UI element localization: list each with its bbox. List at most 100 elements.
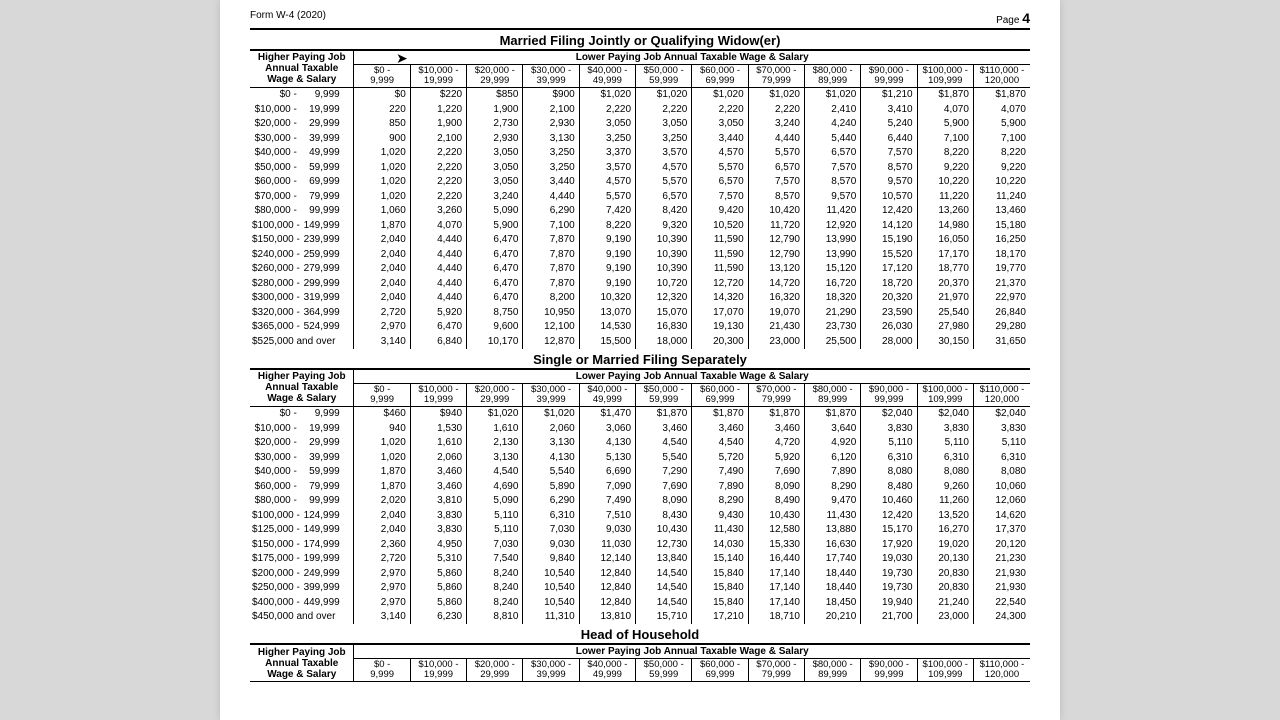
table-row: $40,000 -49,9991,0202,2203,0503,2503,370… (250, 146, 1030, 161)
cell-value: 1,020 (354, 450, 410, 465)
cell-value: 1,020 (354, 146, 410, 161)
cell-value: 10,420 (748, 204, 804, 219)
cell-value: 14,120 (861, 218, 917, 233)
cell-value: 10,540 (523, 566, 579, 581)
cell-value: 4,570 (636, 160, 692, 175)
cell-value: 6,440 (861, 131, 917, 146)
cell-value: 8,490 (748, 494, 804, 509)
cell-value: 13,260 (917, 204, 973, 219)
cell-value: 21,970 (917, 291, 973, 306)
cell-value: 3,130 (467, 450, 523, 465)
cell-value: 7,890 (804, 465, 860, 480)
cell-value: 8,220 (917, 146, 973, 161)
column-range-header: $100,000 -109,999 (917, 65, 973, 88)
column-range-header: $0 -9,999 (354, 65, 410, 88)
cell-value: 2,040 (354, 291, 410, 306)
cell-value: 20,830 (917, 566, 973, 581)
higher-paying-header: Higher Paying JobAnnual TaxableWage & Sa… (250, 369, 354, 406)
row-range-label: $125,000 -149,999 (250, 523, 354, 538)
cell-value: 12,100 (523, 320, 579, 335)
cell-value: 2,040 (354, 262, 410, 277)
cell-value: 5,540 (636, 450, 692, 465)
cell-value: 18,440 (804, 566, 860, 581)
cell-value: 7,100 (523, 218, 579, 233)
cell-value: 4,950 (410, 537, 466, 552)
cell-value: 24,300 (973, 610, 1030, 625)
column-range-header: $50,000 -59,999 (636, 383, 692, 406)
cell-value: $1,020 (467, 406, 523, 421)
cell-value: 3,250 (636, 131, 692, 146)
cell-value: 16,270 (917, 523, 973, 538)
cell-value: 22,970 (973, 291, 1030, 306)
cell-value: 11,590 (692, 233, 748, 248)
row-range-label: $100,000 -149,999 (250, 218, 354, 233)
cell-value: 6,470 (467, 233, 523, 248)
cell-value: 9,570 (861, 175, 917, 190)
row-range-label: $300,000 -319,999 (250, 291, 354, 306)
cell-value: 15,520 (861, 247, 917, 262)
lower-paying-header: Lower Paying Job Annual Taxable Wage & S… (354, 369, 1030, 383)
cell-value: 9,420 (692, 204, 748, 219)
cell-value: 5,570 (579, 189, 635, 204)
cell-value: 21,370 (973, 276, 1030, 291)
cell-value: 3,260 (410, 204, 466, 219)
table-row: $300,000 -319,9992,0404,4406,4708,20010,… (250, 291, 1030, 306)
cell-value: 8,200 (523, 291, 579, 306)
cell-value: 19,030 (861, 552, 917, 567)
column-range-header: $60,000 -69,999 (692, 383, 748, 406)
cell-value: 9,260 (917, 479, 973, 494)
higher-paying-header: Higher Paying JobAnnual TaxableWage & Sa… (250, 51, 354, 88)
cell-value: 4,130 (523, 450, 579, 465)
page-number: Page 4 (996, 10, 1030, 26)
cell-value: 20,130 (917, 552, 973, 567)
column-range-header: $60,000 -69,999 (692, 659, 748, 682)
cell-value: 20,300 (692, 334, 748, 349)
cell-value: 15,840 (692, 595, 748, 610)
cell-value: 12,420 (861, 508, 917, 523)
cell-value: 8,570 (748, 189, 804, 204)
cell-value: 18,720 (861, 276, 917, 291)
cell-value: 12,920 (804, 218, 860, 233)
cell-value: 14,530 (579, 320, 635, 335)
cell-value: 3,370 (579, 146, 635, 161)
cell-value: 7,030 (467, 537, 523, 552)
cell-value: 8,090 (636, 494, 692, 509)
cell-value: 6,840 (410, 334, 466, 349)
row-range-label: $80,000 -99,999 (250, 204, 354, 219)
cell-value: 10,430 (748, 508, 804, 523)
cell-value: 1,060 (354, 204, 410, 219)
cell-value: 18,710 (748, 610, 804, 625)
cell-value: 4,540 (467, 465, 523, 480)
cell-value: 21,290 (804, 305, 860, 320)
cell-value: 15,500 (579, 334, 635, 349)
table-row: $30,000 -39,9991,0202,0603,1304,1305,130… (250, 450, 1030, 465)
column-range-header: $30,000 -39,999 (523, 659, 579, 682)
cell-value: 4,920 (804, 436, 860, 451)
cell-value: $1,870 (804, 406, 860, 421)
cell-value: 6,310 (973, 450, 1030, 465)
cell-value: 2,040 (354, 276, 410, 291)
cell-value: 17,070 (692, 305, 748, 320)
cell-value: 3,810 (410, 494, 466, 509)
table-row: $80,000 -99,9992,0203,8105,0906,2907,490… (250, 494, 1030, 509)
cell-value: 15,710 (636, 610, 692, 625)
cell-value: 12,870 (523, 334, 579, 349)
cell-value: 3,130 (523, 131, 579, 146)
cell-value: 11,590 (692, 262, 748, 277)
cell-value: 14,030 (692, 537, 748, 552)
cell-value: 6,290 (523, 204, 579, 219)
cell-value: $1,020 (636, 87, 692, 102)
cell-value: 14,540 (636, 566, 692, 581)
cell-value: 2,970 (354, 581, 410, 596)
row-range-label: $280,000 -299,999 (250, 276, 354, 291)
cell-value: 10,720 (636, 276, 692, 291)
column-range-header: $20,000 -29,999 (467, 659, 523, 682)
table-row: $200,000 -249,9992,9705,8608,24010,54012… (250, 566, 1030, 581)
table-row: $50,000 -59,9991,0202,2203,0503,2503,570… (250, 160, 1030, 175)
cell-value: 4,690 (467, 479, 523, 494)
cell-value: $2,040 (917, 406, 973, 421)
table-row: $40,000 -59,9991,8703,4604,5405,5406,690… (250, 465, 1030, 480)
cell-value: 9,570 (804, 189, 860, 204)
cell-value: 2,100 (410, 131, 466, 146)
cell-value: 7,690 (636, 479, 692, 494)
